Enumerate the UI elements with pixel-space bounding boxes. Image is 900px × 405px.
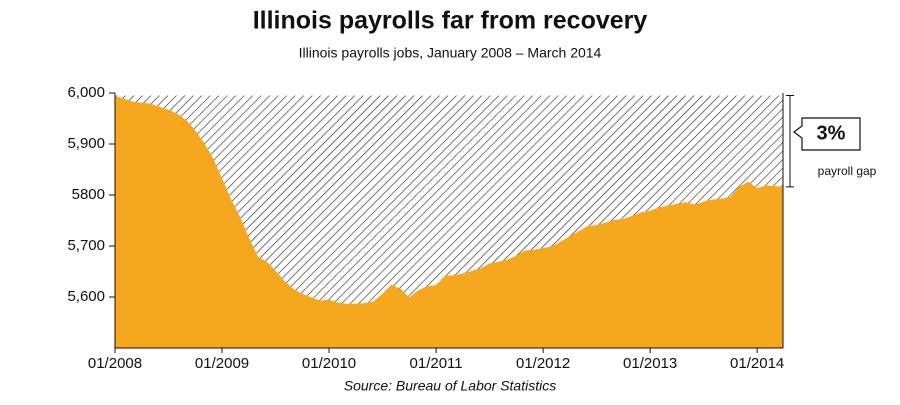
gap-value-label: 3% — [817, 122, 846, 144]
gap-label: payroll gap — [818, 164, 877, 178]
x-tick-label: 01/2013 — [623, 355, 677, 372]
gap-hatch — [115, 95, 783, 305]
y-tick-label: 5,900 — [67, 135, 105, 152]
x-tick-label: 01/2011 — [410, 355, 463, 372]
x-tick-label: 01/2009 — [195, 355, 249, 372]
area — [114, 95, 784, 349]
y-tick-label: 6,000 — [67, 84, 105, 101]
callout-box — [793, 117, 861, 151]
y-tick-label: 5,700 — [67, 237, 105, 254]
y-tick-label: 5,600 — [67, 288, 105, 305]
x-tick-label: 01/2010 — [302, 355, 356, 372]
y-tick-label: 5800 — [72, 186, 105, 203]
chart-subtitle: Illinois payrolls jobs, January 2008 – M… — [299, 45, 602, 61]
chart-title: Illinois payrolls far from recovery — [253, 7, 648, 35]
x-tick-label: 01/2012 — [516, 355, 570, 372]
gap-bracket — [786, 95, 794, 188]
x-tick-label: 01/2008 — [88, 355, 142, 372]
source: Source: Bureau of Labor Statistics — [344, 378, 556, 394]
x-tick-label: 01/2014 — [730, 355, 784, 372]
